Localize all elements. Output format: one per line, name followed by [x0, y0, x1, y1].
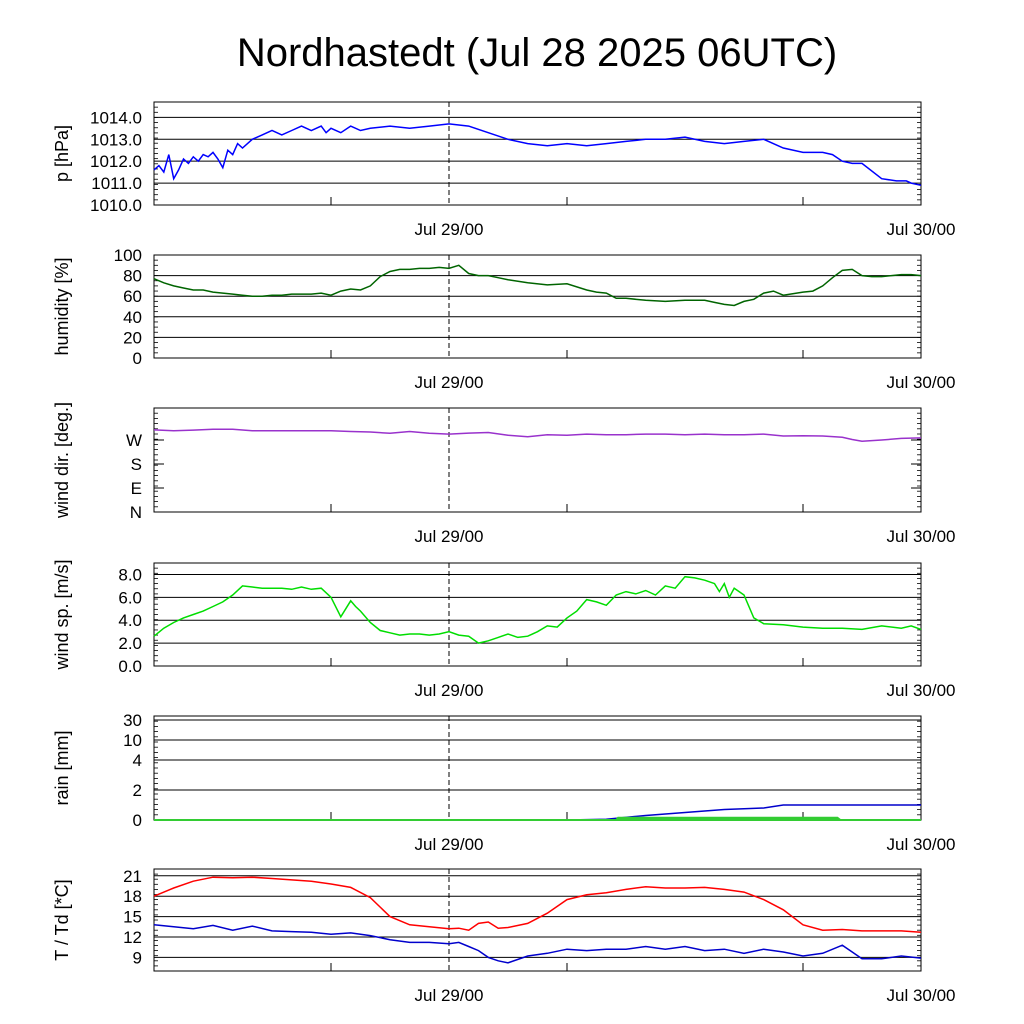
rain-ytick-label: 4 [133, 751, 142, 770]
wind-direction-xtick-label: Jul 30/00 [887, 527, 956, 546]
wind-speed-xtick-label: Jul 29/00 [415, 681, 484, 700]
humidity-xtick-label: Jul 30/00 [887, 373, 956, 392]
wind-direction-ytick-label: N [130, 503, 142, 522]
pressure-ytick-label: 1011.0 [91, 174, 142, 193]
temperature-series-0 [153, 876, 922, 933]
rain-series-0 [154, 804, 921, 821]
pressure-ytick-label: 1014.0 [90, 108, 142, 127]
rain-ytick-label: 10 [123, 731, 142, 750]
rain-ytick-label: 0 [133, 811, 142, 830]
pressure-series-0 [153, 123, 922, 187]
wind-direction-frame [153, 407, 922, 513]
wind-speed-ytick-label: 2.0 [118, 634, 142, 653]
humidity-series-0 [153, 264, 922, 307]
humidity-xtick-label: Jul 29/00 [415, 373, 484, 392]
wind-direction-ytick-label: S [131, 455, 142, 474]
humidity-ytick-label: 0 [133, 349, 142, 368]
humidity-frame [153, 254, 922, 359]
chart-title: Nordhastedt (Jul 28 2025 06UTC) [237, 31, 837, 75]
wind-speed-ytick-label: 8.0 [118, 565, 142, 584]
wind-speed-ylabel: wind sp. [m/s] [52, 559, 72, 670]
wind-direction-ylabel: wind dir. [deg.] [52, 402, 72, 519]
temperature-ytick-label: 18 [123, 887, 142, 906]
temperature-frame [153, 868, 922, 972]
wind-speed-ytick-label: 6.0 [118, 588, 142, 607]
pressure-ylabel: p [hPa] [52, 125, 72, 182]
humidity-ytick-label: 80 [123, 267, 142, 286]
rain-ylabel: rain [mm] [52, 730, 72, 805]
pressure-frame [153, 101, 922, 206]
humidity-ytick-label: 20 [123, 328, 142, 347]
pressure-ytick-label: 1012.0 [90, 152, 142, 171]
humidity-ylabel: humidity [%] [52, 257, 72, 355]
wind-speed-ytick-label: 4.0 [118, 611, 142, 630]
temperature-xtick-label: Jul 30/00 [887, 986, 956, 1005]
pressure-xtick-label: Jul 29/00 [415, 220, 484, 239]
wind-direction-series-0 [153, 428, 922, 443]
temperature-ytick-label: 15 [123, 908, 142, 927]
rain-series-1 [154, 816, 921, 821]
temperature-xtick-label: Jul 29/00 [415, 986, 484, 1005]
rain-ytick-label: 2 [133, 781, 142, 800]
humidity-ytick-label: 60 [123, 287, 142, 306]
pressure-ytick-label: 1010.0 [90, 196, 142, 215]
temperature-ylabel: T / Td [*C] [52, 879, 72, 960]
wind-direction-xtick-label: Jul 29/00 [415, 527, 484, 546]
rain-ytick-label: 30 [123, 711, 142, 730]
wind-speed-series-0 [153, 575, 922, 644]
wind-speed-frame [153, 562, 922, 667]
temperature-ytick-label: 12 [123, 928, 142, 947]
wind-speed-xtick-label: Jul 30/00 [887, 681, 956, 700]
wind-speed-ytick-label: 0.0 [118, 657, 142, 676]
wind-direction-ytick-label: E [131, 479, 142, 498]
temperature-ytick-label: 9 [133, 948, 142, 967]
pressure-ytick-label: 1013.0 [90, 130, 142, 149]
temperature-series-1 [153, 924, 922, 964]
humidity-ytick-label: 100 [114, 246, 142, 265]
temperature-ytick-label: 21 [123, 867, 142, 886]
rain-xtick-label: Jul 30/00 [887, 835, 956, 854]
humidity-ytick-label: 40 [123, 308, 142, 327]
wind-direction-ytick-label: W [126, 431, 142, 450]
rain-xtick-label: Jul 29/00 [415, 835, 484, 854]
pressure-xtick-label: Jul 30/00 [887, 220, 956, 239]
